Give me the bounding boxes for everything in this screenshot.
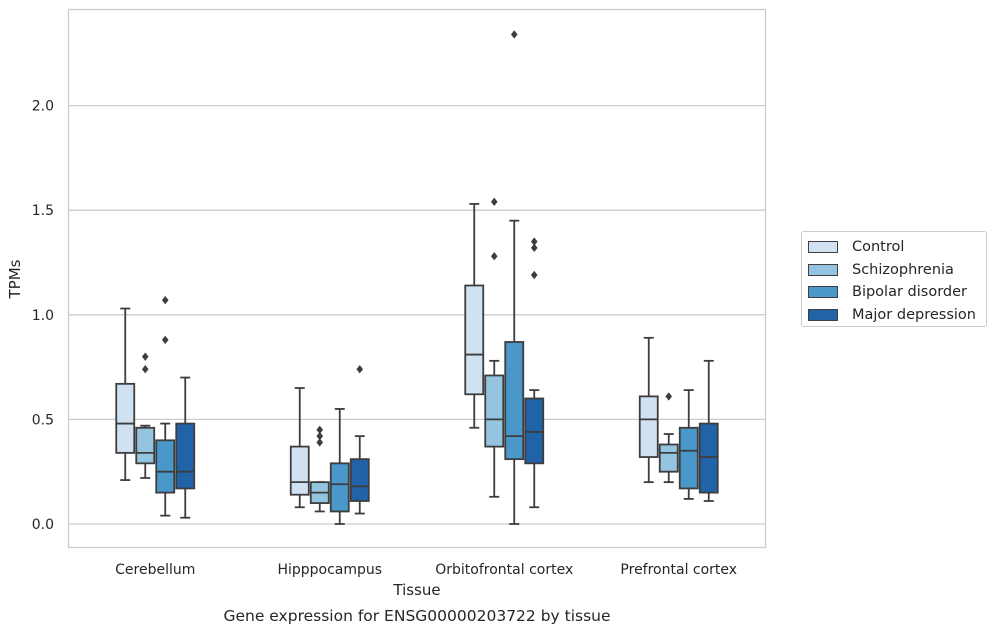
y-tick-label: 0.5	[32, 412, 54, 428]
outlier-point	[316, 438, 324, 447]
legend-label: Control	[852, 239, 905, 256]
y-tick-label: 1.5	[32, 203, 54, 219]
x-axis-title: Tissue	[392, 581, 440, 599]
plot-frame	[67, 8, 767, 549]
box-body	[135, 426, 156, 465]
y-axis-title: TPMs	[6, 259, 24, 299]
box-control	[289, 387, 310, 509]
legend: Control Schizophrenia Bipolar disorder Majo…	[801, 231, 987, 327]
outlier-point	[510, 30, 518, 39]
legend-item: Schizophrenia	[808, 259, 986, 282]
y-tick-label: 0.0	[32, 517, 54, 533]
box-major-depression	[175, 376, 196, 519]
box-major-depression	[698, 359, 719, 502]
box-body	[678, 426, 699, 490]
box-body	[349, 458, 370, 502]
box-body	[524, 397, 545, 465]
box-body	[155, 439, 176, 494]
box-schizophrenia	[658, 392, 679, 484]
legend-item: Control	[808, 236, 986, 259]
legend-swatch	[808, 263, 838, 276]
legend-label: Major depression	[852, 306, 976, 323]
box-control	[464, 203, 485, 429]
box-major-depression	[524, 237, 545, 509]
outlier-point	[665, 392, 673, 401]
box-schizophrenia	[309, 425, 330, 513]
outlier-point	[490, 197, 498, 207]
legend-swatch	[808, 241, 838, 254]
outlier-point	[141, 364, 149, 374]
outlier-point	[141, 352, 149, 361]
outlier-point	[530, 237, 538, 246]
legend-label: Bipolar disorder	[852, 284, 967, 301]
box-schizophrenia	[484, 197, 505, 498]
box-body	[698, 422, 719, 494]
box-body	[638, 395, 659, 458]
box-body	[175, 422, 196, 490]
box-plots	[115, 30, 719, 525]
x-tick-label: Hipppocampus	[277, 562, 382, 578]
box-bipolar-disorder	[329, 408, 350, 525]
x-tick-label: Cerebellum	[115, 562, 195, 578]
box-bipolar-disorder	[155, 295, 176, 517]
outlier-point	[356, 364, 364, 374]
box-control	[115, 307, 136, 481]
outlier-point	[530, 243, 538, 253]
x-tick-labels: Cerebellum Hipppocampus Orbitofrontal cort…	[115, 562, 737, 578]
y-tick-labels: 0.0 0.5 1.0 1.5 2.0	[32, 99, 54, 533]
box-body	[658, 443, 679, 473]
legend-item: Major depression	[808, 304, 986, 327]
box-body	[289, 445, 310, 496]
x-tick-label: Orbitofrontal cortex	[435, 562, 573, 578]
outlier-point	[161, 295, 169, 305]
box-body	[464, 284, 485, 396]
legend-item: Bipolar disorder	[808, 281, 986, 304]
figure-caption: Gene expression for ENSG00000203722 by t…	[223, 607, 611, 625]
box-control	[638, 336, 659, 484]
legend-swatch	[808, 308, 838, 321]
outlier-point	[316, 431, 324, 441]
x-tick-label: Prefrontal cortex	[620, 562, 737, 578]
outlier-point	[530, 270, 538, 280]
box-body	[484, 374, 505, 448]
y-tick-label: 1.0	[32, 308, 54, 324]
box-bipolar-disorder	[678, 389, 699, 500]
box-schizophrenia	[135, 352, 156, 479]
legend-swatch	[808, 286, 838, 299]
box-bipolar-disorder	[504, 30, 525, 525]
y-tick-label: 2.0	[32, 99, 54, 115]
box-body	[115, 382, 136, 454]
box-body	[329, 462, 350, 513]
box-body	[504, 341, 525, 461]
outlier-point	[490, 252, 498, 261]
box-major-depression	[349, 364, 370, 515]
outlier-point	[161, 335, 169, 345]
legend-label: Schizophrenia	[852, 261, 954, 278]
outlier-point	[316, 425, 324, 435]
